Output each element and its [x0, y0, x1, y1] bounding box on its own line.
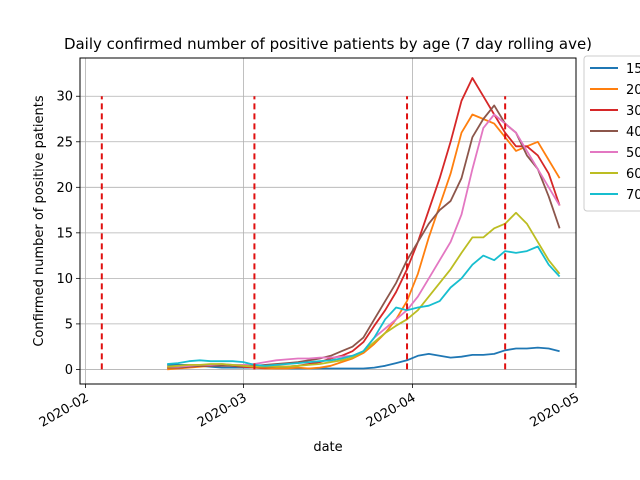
series-line-70 [167, 245, 561, 367]
series-line-20 [167, 113, 561, 371]
x-tick-label: 2020-05 [527, 390, 582, 430]
grid-lines [80, 58, 577, 384]
legend-label: 20 [626, 83, 640, 98]
x-tick-label: 2020-04 [364, 390, 419, 430]
y-tick-label: 30 [56, 90, 73, 105]
x-axis-label: date [313, 440, 342, 455]
legend-label: 30 [626, 104, 640, 119]
axes-frame [79, 57, 577, 385]
x-tick-label: 2020-02 [37, 390, 92, 430]
y-tick-label: 25 [56, 135, 73, 150]
legend-label: 60 [626, 167, 640, 182]
y-tick-label: 0 [65, 363, 73, 378]
series-line-50 [167, 113, 561, 368]
y-tick-label: 15 [56, 226, 73, 241]
y-axis: 0 5 10 15 20 25 30 [56, 90, 80, 378]
series-line-15 [167, 346, 560, 370]
chart-title: Daily confirmed number of positive patie… [64, 35, 592, 53]
y-tick-label: 10 [56, 272, 73, 287]
x-axis: 2020-02 2020-03 2020-04 2020-05 [37, 384, 582, 431]
legend: 15 20 30 40 50 60 70 [583, 55, 640, 212]
y-tick-label: 5 [65, 317, 73, 332]
legend-label: 40 [626, 125, 640, 140]
plot-area [100, 77, 561, 371]
y-tick-label: 20 [56, 181, 73, 196]
legend-label: 70 [626, 188, 640, 203]
x-tick-label: 2020-03 [195, 390, 250, 430]
legend-label: 15 [626, 62, 640, 77]
legend-label: 50 [626, 146, 640, 161]
series-line-40 [167, 104, 561, 369]
series-line-60 [167, 211, 561, 368]
y-axis-label: Confirmed number of positive patients [32, 95, 47, 347]
